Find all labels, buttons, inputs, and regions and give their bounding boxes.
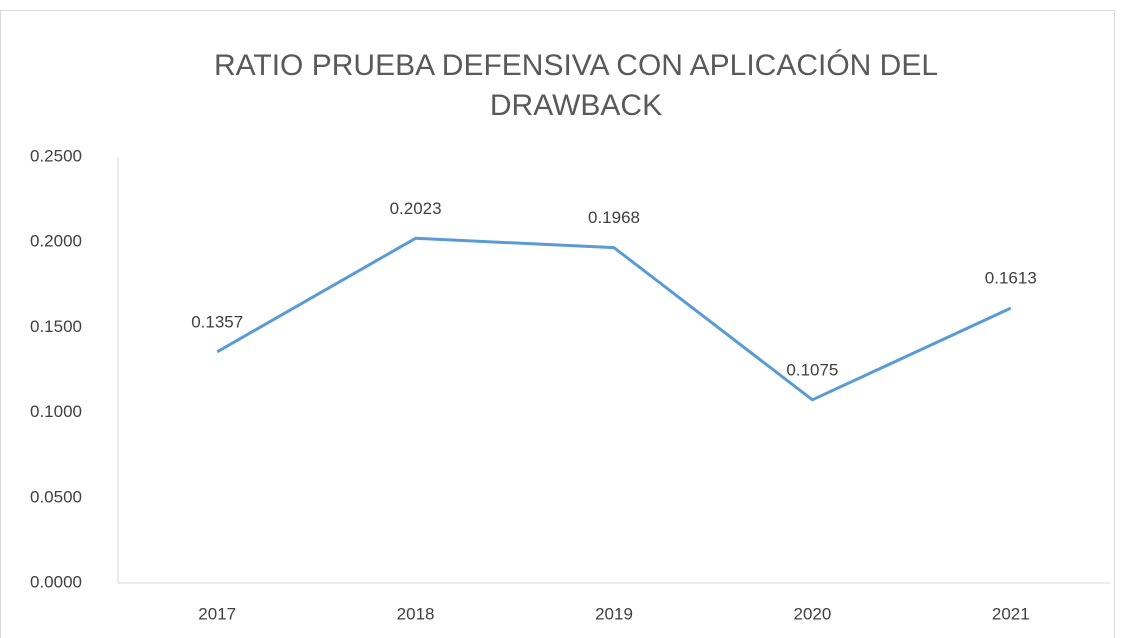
x-tick-label: 2020 <box>793 604 831 623</box>
chart-title: RATIO PRUEBA DEFENSIVA CON APLICACIÓN DE… <box>213 49 939 122</box>
data-label: 0.1968 <box>588 208 640 227</box>
y-tick-label: 0.0500 <box>30 487 82 506</box>
y-tick-label: 0.1000 <box>30 402 82 421</box>
x-tick-label: 2017 <box>198 604 236 623</box>
data-label: 0.1357 <box>191 312 243 331</box>
line-series <box>216 236 1012 402</box>
data-label: 0.1075 <box>786 360 838 379</box>
chart-border <box>0 10 1115 638</box>
data-label: 0.1613 <box>985 269 1037 288</box>
x-tick-label: 2021 <box>992 604 1030 623</box>
data-label: 0.2023 <box>390 199 442 218</box>
y-tick-label: 0.2000 <box>30 232 82 251</box>
y-tick-label: 0.1500 <box>30 317 82 336</box>
y-tick-label: 0.2500 <box>30 146 82 165</box>
x-tick-label: 2019 <box>595 604 633 623</box>
y-tick-label: 0.0000 <box>30 572 82 591</box>
x-tick-label: 2018 <box>397 604 435 623</box>
